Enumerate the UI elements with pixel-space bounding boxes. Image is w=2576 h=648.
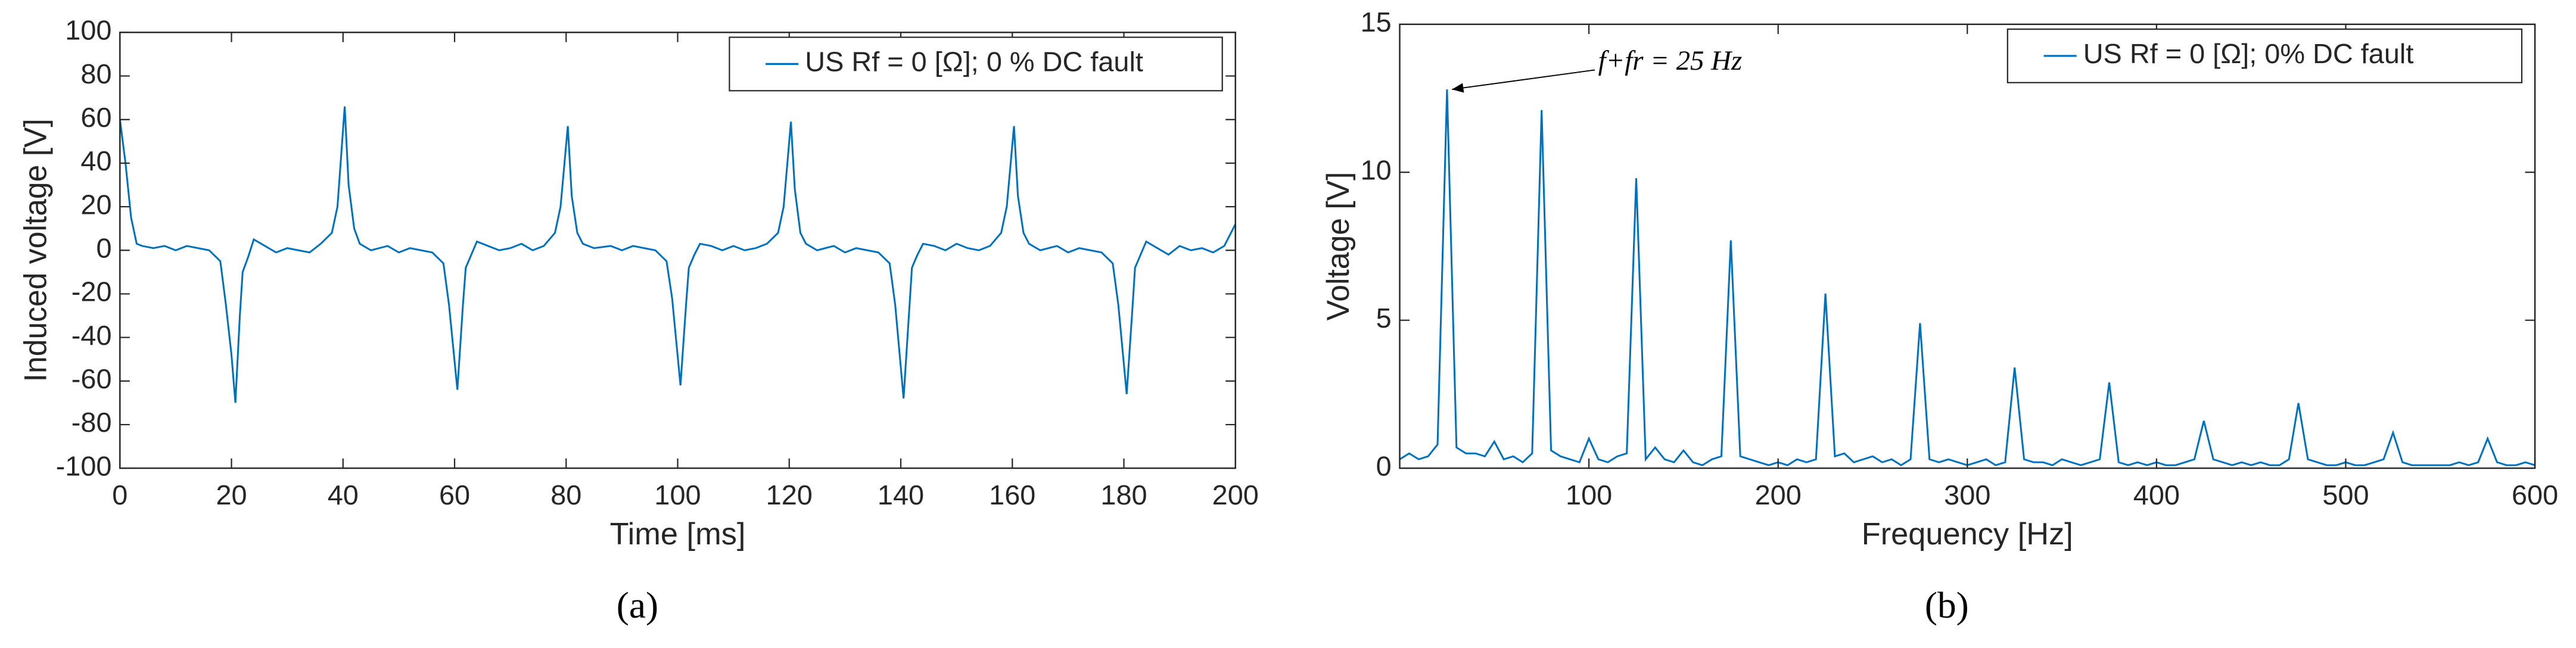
- y-tick-label: 60: [80, 102, 111, 133]
- y-tick-label: 0: [96, 233, 111, 264]
- x-tick-label: 120: [766, 480, 813, 511]
- plot-area: [1399, 24, 2535, 469]
- annotation-arrow: [1452, 69, 1595, 93]
- plot-group: [120, 106, 1236, 403]
- caption: (a): [617, 584, 658, 626]
- x-tick-label: 20: [216, 480, 247, 511]
- annotation: f+fr = 25 Hz: [1598, 46, 1743, 76]
- plot-area: [120, 32, 1236, 469]
- y-tick-label: 10: [1361, 155, 1392, 186]
- y-tick-label: 80: [80, 58, 111, 89]
- legend-label: US Rf = 0 [Ω]; 0 % DC fault: [805, 46, 1143, 77]
- x-tick-label: 600: [2512, 480, 2558, 511]
- y-tick-label: -40: [71, 320, 112, 351]
- data-line: [120, 106, 1236, 403]
- x-tick-label: 40: [328, 480, 359, 511]
- y-tick-label: 20: [80, 189, 111, 220]
- y-tick-label: -80: [71, 407, 112, 438]
- x-tick-label: 160: [989, 480, 1035, 511]
- y-tick-label: -100: [56, 451, 112, 482]
- legend-box: [729, 36, 1223, 92]
- x-tick-label: 500: [2322, 480, 2369, 511]
- legend-label: US Rf = 0 [Ω]; 0% DC fault: [2083, 38, 2414, 69]
- x-tick-label: 80: [550, 480, 581, 511]
- y-tick-label: 15: [1361, 7, 1392, 38]
- y-axis-label: Induced voltage [V]: [18, 119, 53, 382]
- x-tick-label: 0: [112, 480, 127, 511]
- x-tick-label: 100: [654, 480, 701, 511]
- x-tick-label: 200: [1212, 480, 1259, 511]
- y-tick-label: 0: [1376, 451, 1392, 482]
- x-tick-label: 300: [1944, 480, 1990, 511]
- plot-frame: [1399, 23, 2536, 469]
- chart: 0 5 10 15 100 200 300 400 500 600 Frequency [Hz] Vo…: [1321, 7, 2558, 626]
- x-tick-label: 60: [439, 480, 470, 511]
- y-tick-label: -20: [71, 276, 112, 307]
- y-tick-label: 5: [1376, 303, 1392, 334]
- x-tick-label: 140: [878, 480, 924, 511]
- x-tick-label: 180: [1100, 480, 1147, 511]
- x-tick-label: 100: [1566, 480, 1612, 511]
- x-tick-label: 400: [2133, 480, 2180, 511]
- caption: (b): [1925, 584, 1969, 626]
- x-axis-label: Time [ms]: [610, 517, 746, 552]
- x-tick-label: 200: [1755, 480, 1802, 511]
- x-axis-label: Frequency [Hz]: [1862, 517, 2073, 552]
- chart: -100 -80 -60 -40 -20 0 20 40 60 80 100 0 20 40 60 80 100…: [18, 15, 1259, 626]
- y-tick-label: -60: [71, 363, 112, 394]
- y-axis-label: Voltage [V]: [1321, 172, 1356, 321]
- plot-frame: [119, 32, 1236, 469]
- y-tick-label: 40: [80, 145, 111, 176]
- y-tick-label: 100: [65, 15, 111, 46]
- legend-box: [2006, 28, 2523, 83]
